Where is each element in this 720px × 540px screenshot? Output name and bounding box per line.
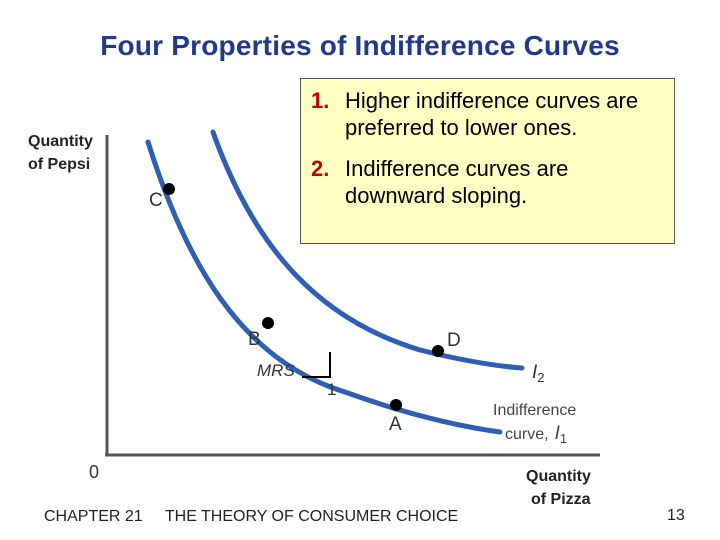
x-axis-label-line2: of Pizza [531,491,591,508]
properties-callout: 1. Higher indifference curves are prefer… [300,78,675,244]
point-c-label: C [149,190,163,211]
point-c-marker [163,183,175,195]
indifference-curve-i2 [210,129,525,371]
curve-i2-subscript: 2 [537,370,544,385]
footer: CHAPTER 21 THE THEORY OF CONSUMER CHOICE [44,508,458,526]
page-number: 13 [667,507,685,524]
point-d-marker [432,345,444,357]
y-axis-label-line2: of Pepsi [28,156,90,173]
mrs-label: MRS [257,361,295,380]
point-b-marker [262,317,274,329]
mrs-unit-label: 1 [327,380,336,399]
indifference-curve-i1 [145,139,503,435]
property-2: 2. Indifference curves are downward slop… [311,155,664,209]
slide-title: Four Properties of Indifference Curves [100,30,620,61]
curve-i2-letter: I [532,362,538,383]
property-1-text: Higher indifference curves are preferred… [345,88,639,140]
point-d-label: D [447,330,461,351]
footer-chapter-title: THE THEORY OF CONSUMER CHOICE [164,508,459,525]
footer-chapter: CHAPTER 21 [44,508,143,525]
curve-i1-text-line1: Indifference [493,402,576,419]
property-2-number: 2. [311,156,330,181]
y-axis-label-line1: Quantity [28,133,93,150]
origin-label: 0 [89,462,99,482]
x-axis-label-line1: Quantity [526,468,591,485]
point-a-marker [390,399,402,411]
curve-i1-word: curve, [505,426,549,443]
curve-i1-subscript: 1 [560,431,567,446]
point-a-label: A [389,414,402,435]
property-1-number: 1. [311,88,330,113]
property-2-text: Indifference curves are downward sloping… [345,156,569,208]
point-b-label: B [248,329,261,350]
curve-i1-text-line2: curve, I1 [505,423,567,446]
property-1: 1. Higher indifference curves are prefer… [311,87,664,141]
curve-i1-letter: I [555,423,561,444]
curve-i2-label: I2 [532,362,545,385]
